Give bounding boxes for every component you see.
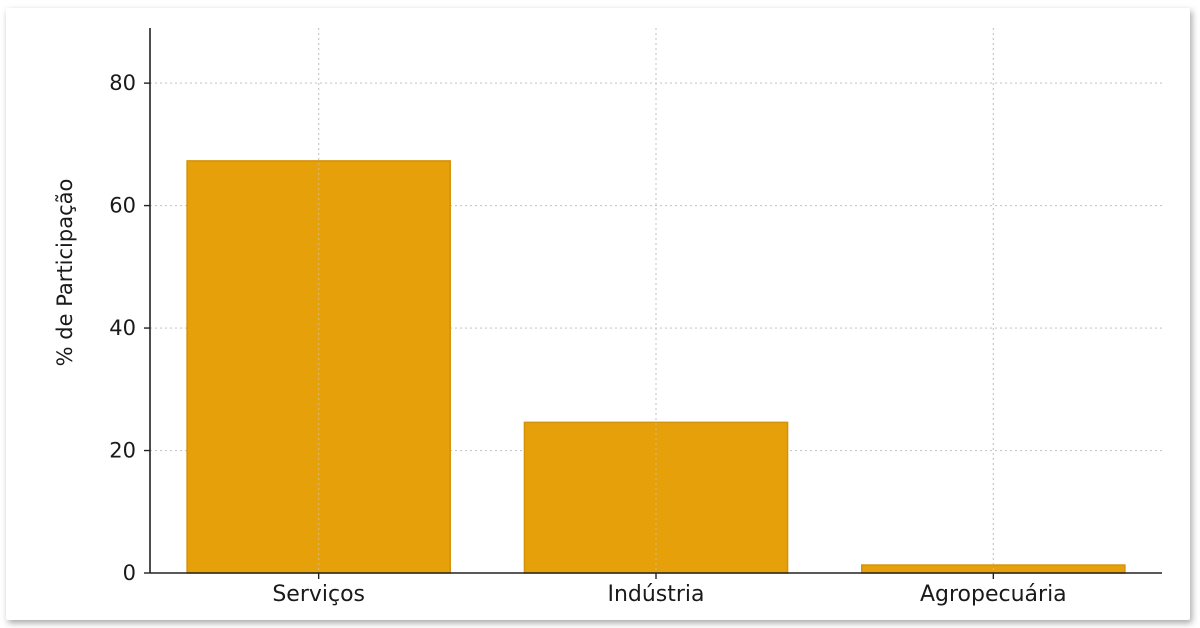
bar-1 xyxy=(523,421,789,574)
x-tick-label: Indústria xyxy=(607,582,704,607)
bars xyxy=(186,28,1126,574)
x-tick-label: Serviços xyxy=(272,582,365,607)
y-tick-label: 0 xyxy=(123,561,136,585)
y-ticks: 0 20 40 60 80 xyxy=(109,71,150,585)
x-ticks: Serviços Indústria Agropecuária xyxy=(272,573,1067,607)
y-tick-label: 20 xyxy=(109,439,136,463)
y-tick-label: 60 xyxy=(109,194,136,218)
y-tick-label: 40 xyxy=(109,316,136,340)
x-tick-label: Agropecuária xyxy=(920,582,1067,607)
y-axis-label: % de Participação xyxy=(53,179,77,367)
y-tick-label: 80 xyxy=(109,71,136,95)
bar-0 xyxy=(186,160,451,574)
